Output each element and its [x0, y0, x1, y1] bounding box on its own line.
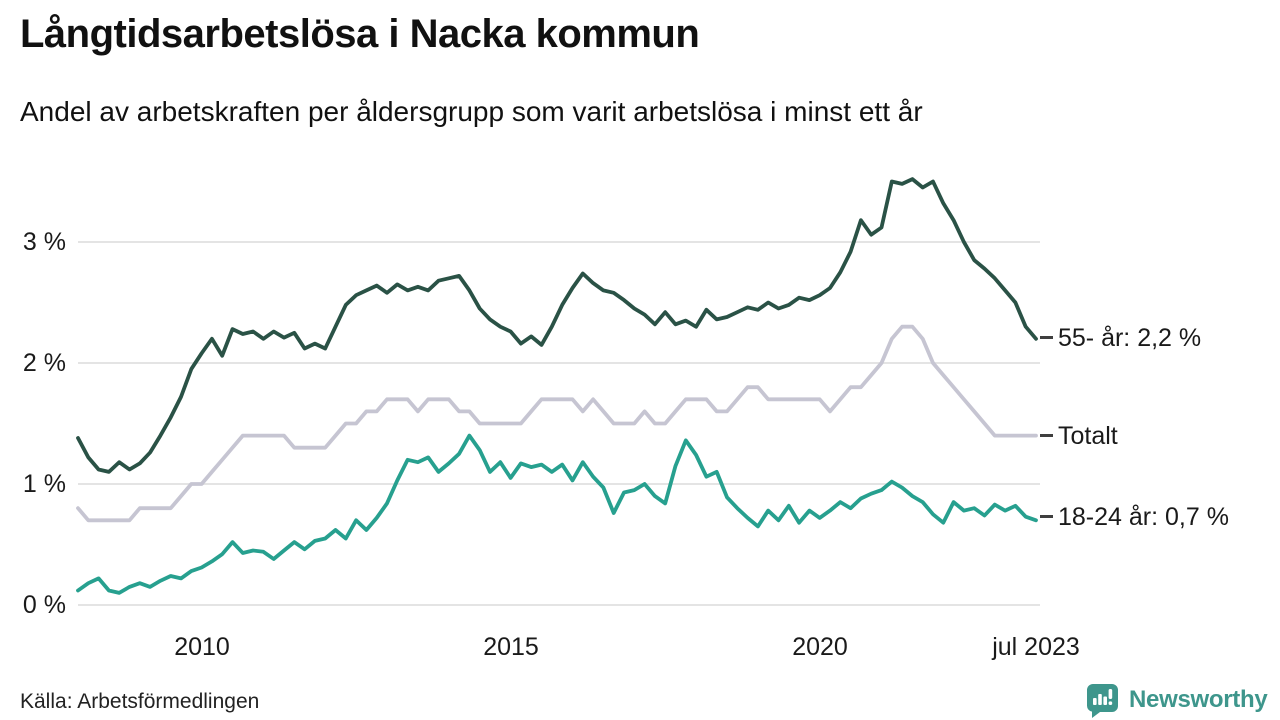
newsworthy-logo: Newsworthy [1084, 681, 1268, 718]
series-line-55 [76, 177, 1038, 474]
end-label-18-24-ar: 18-24 år: 0,7 % [1040, 502, 1229, 532]
end-label-55-ar: 55- år: 2,2 % [1040, 323, 1201, 353]
source-note: Källa: Arbetsförmedlingen [20, 690, 260, 713]
logo-exclamation-bar [1108, 689, 1113, 699]
end-label-totalt: Totalt [1040, 421, 1118, 451]
y-tick-label-1pct: 1 % [22, 470, 66, 498]
x-tick-label-2015: 2015 [483, 633, 539, 661]
series-lines [76, 177, 1038, 595]
newsworthy-logo-text: Newsworthy [1129, 685, 1268, 713]
y-tick-label-2pct: 2 % [22, 349, 66, 377]
y-tick-label-0pct: 0 % [22, 591, 66, 619]
x-tick-label-2010: 2010 [174, 633, 230, 661]
y-tick-label-3pct: 3 % [22, 228, 66, 256]
logo-bar-small [1093, 698, 1097, 705]
series-line-18-24 [76, 433, 1038, 595]
series-line-total [76, 324, 1038, 523]
page-title: Långtidsarbetslösa i Nacka kommun [20, 12, 700, 56]
page-subtitle: Andel av arbetskraften per åldersgrupp s… [20, 96, 923, 127]
newsworthy-logo-icon [1087, 684, 1118, 718]
logo-bar-tall [1103, 696, 1107, 705]
logo-exclamation-dot [1108, 701, 1113, 705]
x-tick-label-jul-2023: jul 2023 [992, 633, 1080, 661]
logo-bar-medium [1098, 694, 1102, 705]
x-tick-label-2020: 2020 [792, 633, 848, 661]
